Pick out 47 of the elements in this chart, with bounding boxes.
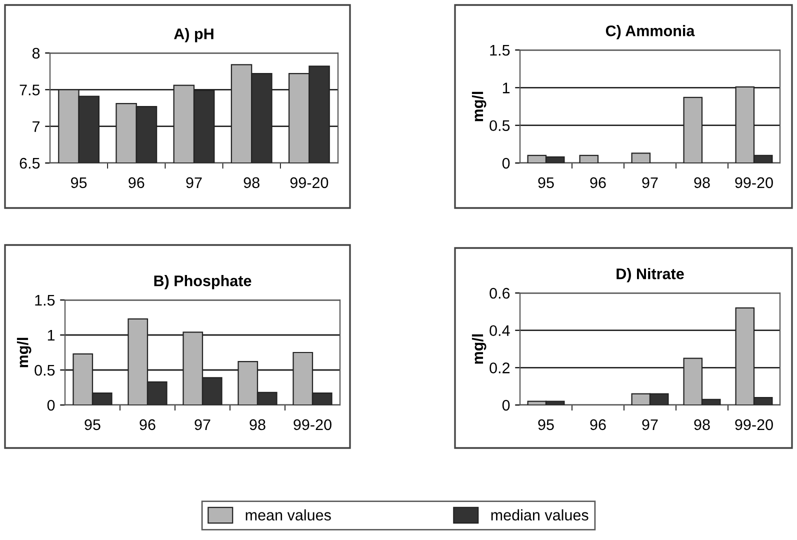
x-tick-label: 95 [84,419,100,430]
x-tick-label: 96 [590,177,606,188]
x-tick-label: 96 [128,177,144,188]
x-tick-label: 97 [186,177,202,188]
chart-title: A) pH [174,28,214,42]
x-tick-label: 98 [694,177,710,188]
y-tick-label: 1 [48,330,55,341]
x-tick-label: 98 [250,419,266,430]
legend-label: mean values [246,509,331,521]
x-tick-label: 99-20 [735,177,773,188]
chart-title: D) Nitrate [616,268,684,282]
y-axis-title: mg/l [472,92,486,122]
y-tick-label: 1 [502,82,510,94]
x-tick-label: 99-20 [294,419,332,430]
legend-label: median values [491,509,588,521]
x-tick-label: 95 [538,177,554,188]
x-tick-label: 96 [140,419,156,430]
x-tick-label: 99-20 [735,419,773,430]
x-tick-label: 97 [642,177,658,188]
x-tick-label: 97 [642,419,658,430]
y-tick-label: 1.5 [490,45,510,56]
x-tick-label: 98 [694,419,710,430]
bar [631,152,651,163]
bar [579,154,599,163]
chart-title: C) Ammonia [606,25,695,40]
y-tick-label: 8 [32,48,40,59]
x-tick-label: 95 [71,177,87,188]
x-tick-label: 99-20 [290,177,328,188]
y-axis-title: mg/l [472,334,486,364]
x-tick-label: 97 [194,419,210,430]
y-tick-label: 0.6 [490,288,510,299]
x-tick-label: 96 [590,419,606,430]
y-tick-label: 0.2 [490,362,510,374]
y-tick-label: 0.5 [490,120,510,132]
y-tick-label: 7 [32,121,40,132]
y-tick-label: 0.5 [34,364,55,376]
x-tick-label: 95 [538,419,554,430]
y-tick-label: 1.5 [35,295,55,306]
y-axis-title: mg/l [16,338,32,368]
chart-title: B) Phosphate [154,275,252,290]
x-tick-label: 98 [244,177,260,188]
y-tick-label: 6.5 [20,158,40,169]
y-tick-label: 0 [502,400,510,411]
y-tick-label: 0 [47,400,55,411]
y-tick-label: 7.5 [20,84,40,96]
y-tick-label: 0 [502,158,510,169]
y-tick-label: 0.4 [490,325,510,336]
